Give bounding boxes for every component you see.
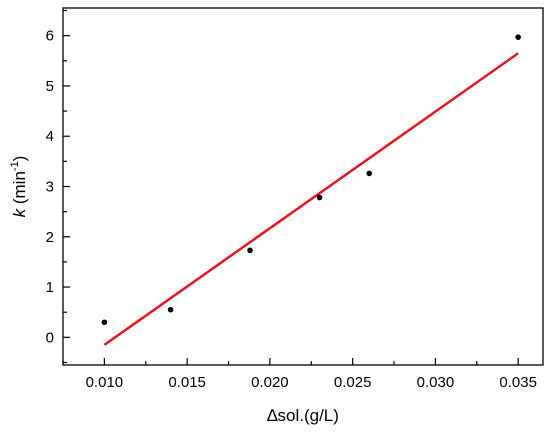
y-axis-label: k (min-1) <box>9 156 29 218</box>
data-point <box>515 34 521 40</box>
y-axis-unit-exponent: -1 <box>9 161 21 171</box>
y-tick-label: 1 <box>46 279 54 296</box>
x-axis-ticks: 0.010 0.015 0.020 0.025 0.030 0.035 <box>62 358 537 391</box>
y-tick-label: 3 <box>46 179 54 196</box>
fit-line <box>103 52 519 346</box>
y-axis-ticks: 0 1 2 3 4 5 6 <box>46 9 70 364</box>
y-tick-label: 5 <box>46 78 54 95</box>
x-tick-label: 0.025 <box>334 374 372 391</box>
data-points <box>101 34 521 326</box>
data-point <box>101 319 108 326</box>
y-axis-symbol: k <box>10 207 29 217</box>
x-tick-label: 0.030 <box>417 374 455 391</box>
data-point <box>167 306 174 313</box>
x-axis-label: ∆sol.(g/L) <box>267 406 339 425</box>
y-tick-label: 4 <box>46 128 54 145</box>
x-tick-label: 0.015 <box>168 374 206 391</box>
y-tick-label: 2 <box>46 229 54 246</box>
fit-line-layer <box>103 52 519 346</box>
y-axis-unit-open: (min <box>10 171 29 209</box>
x-tick-label: 0.010 <box>86 374 124 391</box>
y-tick-label: 0 <box>46 329 54 346</box>
data-point <box>316 194 323 201</box>
data-point <box>247 247 253 254</box>
y-axis-unit-close: ) <box>10 156 29 162</box>
plot-frame <box>62 7 544 366</box>
x-tick-label: 0.035 <box>499 374 537 391</box>
y-tick-label: 6 <box>46 28 54 45</box>
data-point <box>366 170 373 177</box>
x-tick-label: 0.020 <box>251 374 289 391</box>
